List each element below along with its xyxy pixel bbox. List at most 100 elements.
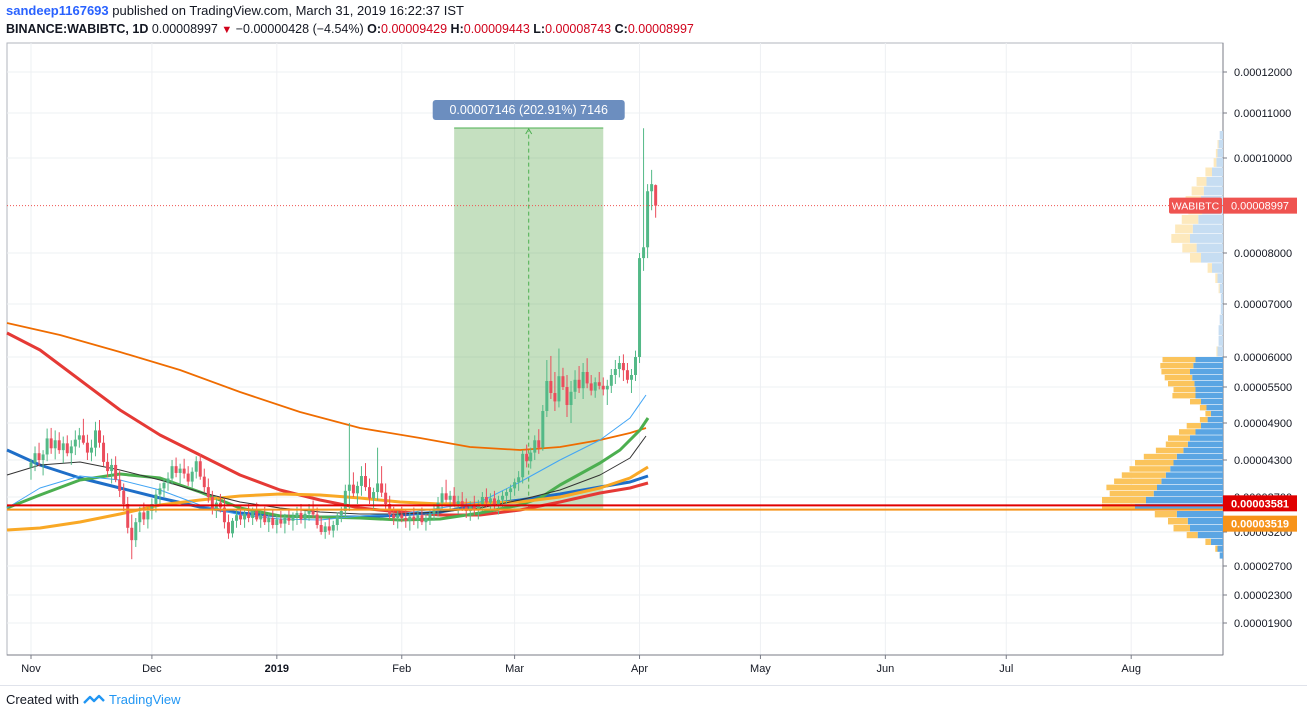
volume-profile-bar-sell bbox=[1164, 375, 1193, 381]
candle bbox=[222, 498, 226, 529]
candle bbox=[166, 472, 170, 491]
candle-body bbox=[368, 487, 372, 499]
candle-body bbox=[355, 485, 359, 494]
tradingview-brand[interactable]: TradingView bbox=[108, 692, 181, 707]
candle bbox=[178, 463, 182, 484]
candle bbox=[541, 405, 545, 451]
candle-body bbox=[271, 518, 275, 525]
candle-body bbox=[283, 518, 287, 524]
candle bbox=[279, 511, 283, 528]
last-price: 0.00008997 bbox=[151, 22, 218, 36]
volume-profile-bar-buy bbox=[1153, 490, 1223, 497]
candle bbox=[521, 450, 525, 484]
candle-body bbox=[130, 527, 134, 541]
author-link[interactable]: sandeep1167693 bbox=[6, 3, 109, 18]
candle bbox=[335, 512, 339, 531]
candle bbox=[557, 348, 561, 408]
candle-body bbox=[605, 385, 609, 390]
candle-body bbox=[476, 504, 480, 510]
candle-body bbox=[315, 514, 319, 525]
candle-body bbox=[444, 493, 448, 500]
candle-body bbox=[299, 513, 303, 520]
candle bbox=[158, 483, 162, 504]
candle bbox=[122, 483, 126, 511]
volume-profile-bar-sell bbox=[1162, 357, 1196, 363]
candle bbox=[484, 488, 488, 508]
candle bbox=[226, 514, 230, 539]
candle bbox=[162, 478, 166, 497]
candle bbox=[142, 502, 146, 525]
candle bbox=[424, 513, 428, 531]
open-label: O: bbox=[367, 22, 382, 36]
candle bbox=[654, 184, 658, 218]
candle-body bbox=[303, 513, 307, 520]
measure-arrow-head-icon bbox=[525, 128, 533, 135]
candle-body bbox=[452, 495, 456, 504]
volume-profile-bar-sell bbox=[1173, 387, 1196, 393]
candle-body bbox=[517, 477, 521, 483]
candle-body bbox=[343, 490, 347, 511]
candle bbox=[355, 481, 359, 504]
candle-body bbox=[529, 452, 533, 462]
volume-profile-bar-buy bbox=[1194, 381, 1223, 387]
volume-profile-bar-buy bbox=[1196, 243, 1223, 253]
volume-profile-bar-sell bbox=[1191, 186, 1204, 196]
volume-profile-bar-sell bbox=[1161, 369, 1190, 375]
candle bbox=[182, 458, 186, 479]
volume-profile-bar-buy bbox=[1195, 429, 1223, 435]
candle-body bbox=[110, 464, 114, 472]
candle bbox=[331, 520, 335, 538]
volume-profile-bar-sell bbox=[1154, 511, 1177, 518]
candle-body bbox=[102, 442, 106, 462]
time-tick-label: Jul bbox=[999, 663, 1013, 675]
volume-profile-bar-sell bbox=[1186, 423, 1201, 429]
price-tick-label: 0.00004300 bbox=[1234, 455, 1292, 467]
price-tick-label: 0.00008000 bbox=[1234, 248, 1292, 260]
volume-profile-bar-buy bbox=[1195, 357, 1223, 363]
candle-body bbox=[557, 376, 561, 402]
candle-body bbox=[581, 372, 585, 389]
volume-profile-bar-buy bbox=[1217, 545, 1223, 552]
candle-body bbox=[291, 516, 295, 521]
candle-body bbox=[41, 454, 45, 460]
volume-profile-bar-buy bbox=[1176, 511, 1223, 518]
symbol-line[interactable]: BINANCE:WABIBTC, 1D bbox=[6, 22, 149, 36]
candle-body bbox=[45, 438, 49, 455]
candle-body bbox=[49, 438, 53, 449]
candle bbox=[202, 468, 206, 493]
candle bbox=[629, 369, 633, 393]
volume-profile-bar-sell bbox=[1215, 149, 1218, 158]
close-value: 0.00008997 bbox=[627, 22, 694, 36]
volume-profile-bar-buy bbox=[1206, 177, 1223, 186]
price-tick-label: 0.00004900 bbox=[1234, 418, 1292, 430]
created-with-text: Created with bbox=[6, 692, 79, 707]
candle bbox=[275, 515, 279, 534]
candle-body bbox=[210, 497, 214, 510]
time-tick-label: Feb bbox=[392, 663, 411, 675]
candle bbox=[440, 487, 444, 511]
candle-body bbox=[634, 357, 637, 375]
volume-profile-bar-sell bbox=[1215, 273, 1218, 283]
volume-profile-bar-sell bbox=[1182, 243, 1197, 253]
volume-profile-bar-buy bbox=[1212, 167, 1223, 177]
candle-body bbox=[267, 518, 271, 523]
candle-body bbox=[146, 511, 150, 520]
volume-profile-bar-buy bbox=[1219, 552, 1223, 559]
volume-profile-bar-buy bbox=[1187, 441, 1223, 448]
volume-profile-bar-buy bbox=[1201, 253, 1223, 263]
candle-body bbox=[77, 435, 81, 440]
candle-body bbox=[468, 505, 472, 511]
candle-body bbox=[480, 497, 484, 504]
candle bbox=[553, 372, 557, 411]
candle-body bbox=[396, 514, 400, 518]
time-tick-label: 2019 bbox=[265, 663, 289, 675]
candle-body bbox=[65, 443, 69, 454]
volume-profile-bar-buy bbox=[1217, 346, 1223, 357]
candle-body bbox=[646, 191, 650, 248]
volume-profile-bar-buy bbox=[1190, 234, 1223, 243]
volume-profile-bar-buy bbox=[1190, 435, 1223, 441]
candle bbox=[323, 522, 327, 539]
candle bbox=[93, 421, 97, 457]
candle bbox=[235, 509, 239, 528]
